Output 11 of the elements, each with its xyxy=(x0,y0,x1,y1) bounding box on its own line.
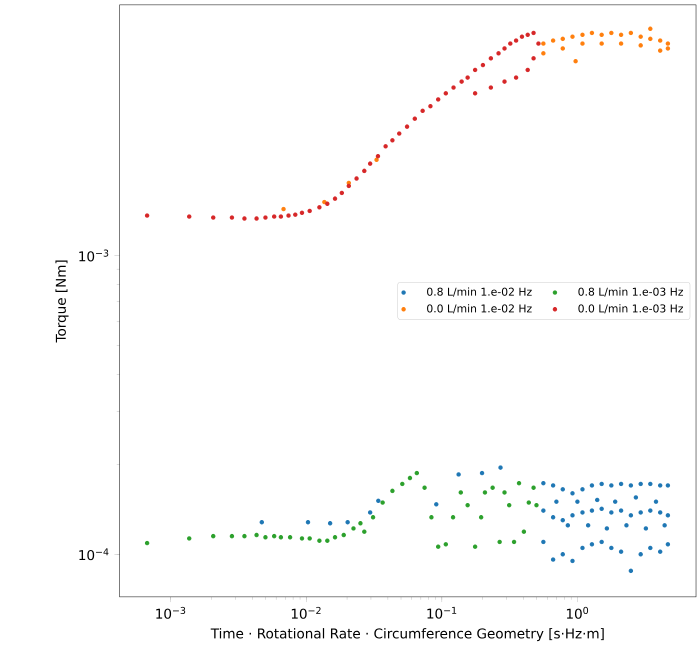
y-axis-title: Torque [Nm] xyxy=(55,260,69,343)
legend-label: 0.8 L/min 1.e-03 Hz xyxy=(578,287,684,297)
x-axis-title: Time · Rotational Rate · Circumference Geometry [s·Hz·m] xyxy=(210,628,604,642)
legend-label: 0.0 L/min 1.e-02 Hz xyxy=(427,304,532,314)
x-tick-label: 10$^{−1}$ xyxy=(427,606,456,619)
legend-label: 0.8 L/min 1.e-02 Hz xyxy=(427,287,532,297)
x-tick-label: 10$^{−3}$ xyxy=(156,606,186,619)
x-tick-label: 10$^{0}$ xyxy=(566,606,588,619)
y-tick-label: 10$^{−4}$ xyxy=(79,548,108,560)
x-tick-label: 10$^{−2}$ xyxy=(292,606,321,619)
legend-label: 0.0 L/min 1.e-03 Hz xyxy=(578,304,684,314)
